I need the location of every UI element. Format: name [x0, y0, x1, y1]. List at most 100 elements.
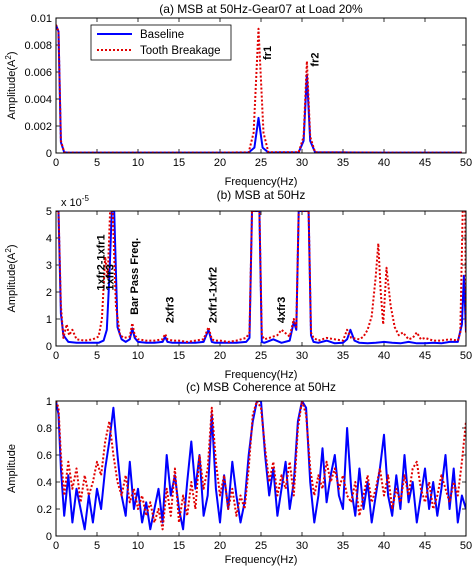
ylabel-a-end: ) — [6, 51, 18, 55]
xtick-label-b: 20 — [214, 350, 226, 362]
ylabel-a: Amplitude(A2) — [4, 51, 18, 119]
title-a: (a) MSB at 50Hz-Gear07 at Load 20% — [159, 2, 363, 16]
series-b — [56, 211, 466, 345]
ylabel-a-main: Amplitude(A — [6, 59, 18, 120]
xtick-label-b: 30 — [296, 350, 308, 362]
title-c: (c) MSB Coherence at 50Hz — [186, 380, 336, 394]
series-line-baseline — [56, 401, 466, 531]
series-line-tooth-breakage — [56, 401, 466, 531]
ytick-label-b: 2 — [46, 287, 52, 299]
legend-label-tooth-breakage: Tooth Breakage — [140, 45, 221, 57]
xtick-label-a: 10 — [132, 157, 144, 169]
xtick-label-b: 5 — [94, 350, 100, 362]
ytick-label-a: 0.002 — [24, 121, 52, 133]
ytick-label-c: 0.8 — [37, 423, 52, 435]
panel-b: (b) MSB at 50Hz x 10-5 0 5 10 15 20 25 30 35 40 4… — [4, 188, 472, 381]
title-b: (b) MSB at 50Hz — [217, 188, 306, 202]
xlabel-c: Frequency(Hz) — [225, 554, 298, 566]
panel-a: (a) MSB at 50Hz-Gear07 at Load 20% 0 5 10 1… — [4, 2, 472, 188]
ytick-label-c: 1 — [46, 396, 52, 408]
scale-label-b-main: x 10 — [61, 197, 82, 209]
ytick-label-b: 4 — [46, 233, 52, 245]
ylabel-b-sup: 2 — [4, 248, 13, 253]
xtick-label-a: 15 — [173, 157, 185, 169]
xtick-label-a: 25 — [255, 157, 267, 169]
series-line-tooth-breakage — [56, 24, 462, 153]
plot-frame-c — [55, 400, 467, 537]
xtick-label-a: 45 — [419, 157, 431, 169]
ytick-label-b: 3 — [46, 260, 52, 272]
legend-label-baseline: Baseline — [140, 29, 184, 41]
annotation-label: 2xfr1-1xfr2 — [208, 267, 220, 323]
ytick-label-a: 0.01 — [31, 13, 52, 25]
scale-label-b: x 10-5 — [61, 194, 89, 209]
xtick-label-c: 5 — [94, 540, 100, 552]
ytick-label-c: 0.6 — [37, 450, 52, 462]
ytick-label-b: 1 — [46, 314, 52, 326]
annotation-label: 1xfr2-1xfr1 — [95, 234, 107, 290]
annotation-label: Bar Pass Freq. — [129, 238, 141, 315]
plot-frame-b — [55, 210, 467, 347]
annotations-a: fr1 fr2 — [262, 46, 322, 67]
series-line-tooth-breakage — [56, 211, 466, 343]
xtick-label-a: 20 — [214, 157, 226, 169]
ytick-label-a: 0.008 — [24, 40, 52, 52]
xtick-label-b: 45 — [419, 350, 431, 362]
xtick-label-c: 0 — [53, 540, 59, 552]
ylabel-b: Amplitude(A2) — [4, 244, 18, 312]
ytick-label-a: 0.006 — [24, 67, 52, 79]
xtick-label-c: 50 — [460, 540, 472, 552]
ytick-label-c: 0.4 — [37, 477, 52, 489]
xtick-label-a: 40 — [378, 157, 390, 169]
ylabel-b-main: Amplitude(A — [6, 252, 18, 313]
scale-label-b-exp: -5 — [82, 194, 90, 203]
annotation-label: 2xfr3 — [164, 297, 176, 323]
xtick-label-b: 25 — [255, 350, 267, 362]
plot-area-c — [56, 401, 466, 536]
xtick-label-b: 35 — [337, 350, 349, 362]
xtick-label-b: 15 — [173, 350, 185, 362]
ylabel-b-end: ) — [6, 244, 18, 248]
xtick-label-c: 35 — [337, 540, 349, 552]
series-line-baseline — [56, 211, 466, 345]
xtick-label-b: 50 — [460, 350, 472, 362]
xtick-label-b: 0 — [53, 350, 59, 362]
xtick-label-a: 35 — [337, 157, 349, 169]
ytick-label-c: 0 — [46, 531, 52, 543]
xtick-label-b: 40 — [378, 350, 390, 362]
xtick-label-c: 25 — [255, 540, 267, 552]
legend-box — [90, 24, 232, 61]
series-c — [56, 401, 466, 531]
ticks-a: 0 5 10 15 20 25 30 35 40 45 50 0 0.002 0.004 0.006 0.00… — [24, 13, 472, 169]
plot-frame-a — [55, 17, 467, 154]
ytick-label-a: 0.004 — [24, 94, 52, 106]
panel-c: (c) MSB Coherence at 50Hz 0 5 10 15 20 25 30 35… — [6, 380, 472, 566]
xtick-label-c: 10 — [132, 540, 144, 552]
series-a — [56, 24, 462, 153]
annotation-label: fr1 — [262, 46, 274, 60]
xtick-label-a: 30 — [296, 157, 308, 169]
xtick-label-c: 20 — [214, 540, 226, 552]
ytick-label-a: 0 — [46, 148, 52, 160]
xtick-label-c: 40 — [378, 540, 390, 552]
ytick-label-b: 5 — [46, 206, 52, 218]
xtick-label-c: 15 — [173, 540, 185, 552]
annotation-label: 4xfr3 — [276, 297, 288, 323]
ylabel-a-sup: 2 — [4, 55, 13, 60]
ylabel-c: Amplitude — [6, 444, 18, 493]
legend: Baseline Tooth Breakage — [90, 24, 232, 61]
xtick-label-a: 5 — [94, 157, 100, 169]
xtick-label-b: 10 — [132, 350, 144, 362]
ticks-c: 0 5 10 15 20 25 30 35 40 45 50 0 0.2 0.4 0.6 0.8 1 — [37, 396, 472, 552]
ytick-label-b: 0 — [46, 341, 52, 353]
xtick-label-a: 0 — [53, 157, 59, 169]
xlabel-b: Frequency(Hz) — [225, 369, 298, 381]
xtick-label-a: 50 — [460, 157, 472, 169]
annotation-label: fr2 — [309, 53, 321, 67]
xtick-label-c: 45 — [419, 540, 431, 552]
xtick-label-c: 30 — [296, 540, 308, 552]
xlabel-a: Frequency(Hz) — [225, 176, 298, 188]
annotation-label: 1xfr3 — [104, 264, 116, 290]
